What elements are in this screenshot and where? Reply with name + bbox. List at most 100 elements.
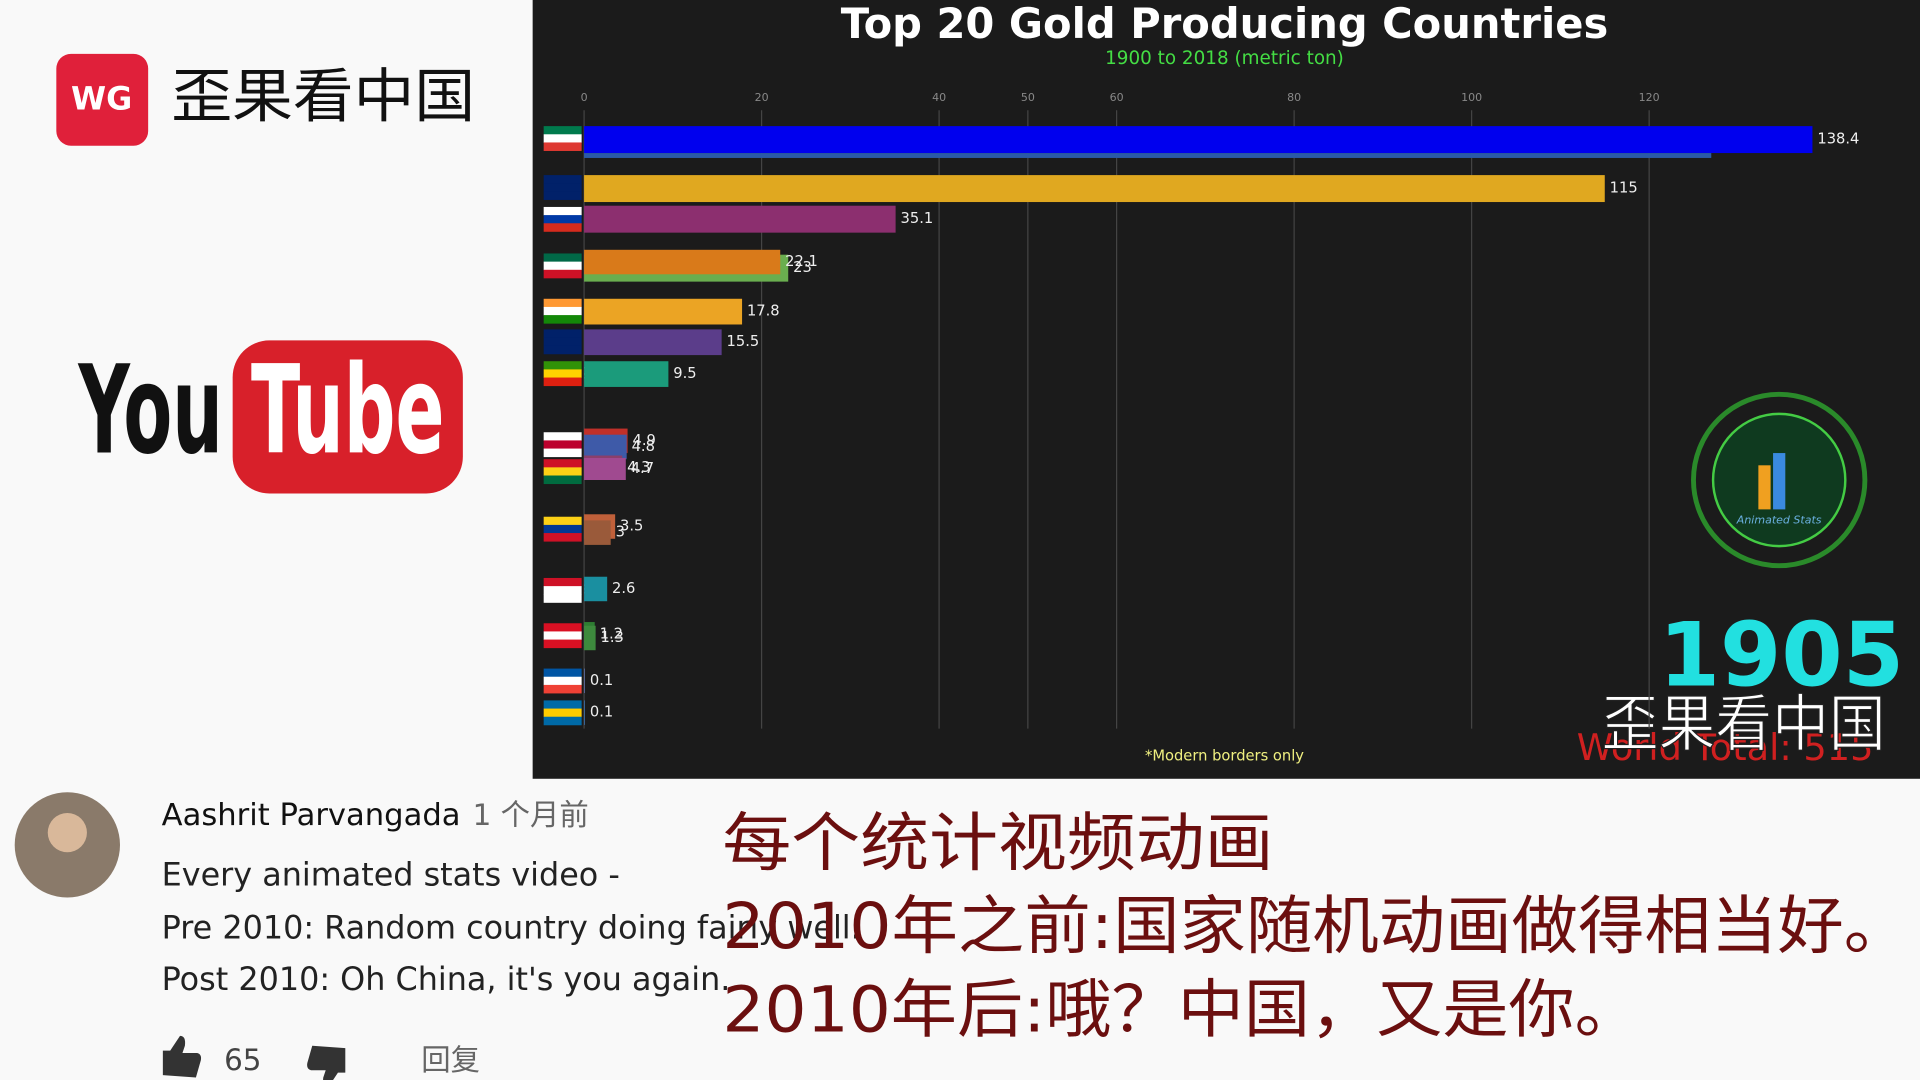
- bar: [584, 434, 627, 460]
- flag: [543, 475, 582, 485]
- logo-mark-text: WG: [71, 79, 132, 117]
- flag: [543, 684, 582, 694]
- comment-author[interactable]: Aashrit Parvangada: [162, 798, 461, 833]
- comment: Aashrit Parvangada 1 个月前 Every animated …: [14, 792, 861, 1080]
- subtitle-line: 每个统计视频动画: [722, 807, 1273, 881]
- bar: [584, 205, 896, 233]
- logo-mark: [56, 53, 149, 146]
- flag: [543, 639, 582, 649]
- bar: [584, 329, 722, 356]
- flag: [543, 668, 582, 678]
- value-label: 4.9: [632, 432, 655, 449]
- flag: [543, 577, 582, 587]
- flag: [543, 315, 582, 324]
- logo-caption: Animated Stats: [1736, 513, 1822, 526]
- flag: [543, 215, 582, 224]
- bar: [584, 668, 585, 694]
- flag: [543, 345, 582, 355]
- x-tick-label: 50: [1021, 91, 1035, 104]
- value-label: 1.2: [600, 625, 623, 642]
- flag: [543, 623, 582, 632]
- value-label: 2.6: [612, 580, 635, 597]
- x-tick-label: 120: [1639, 91, 1660, 104]
- flag: [543, 126, 582, 135]
- flag: [543, 448, 582, 458]
- flag: [543, 708, 582, 718]
- x-tick-label: 0: [581, 91, 588, 104]
- reply-button[interactable]: 回复: [421, 1043, 480, 1077]
- like-button[interactable]: [162, 1035, 202, 1078]
- flag: [543, 306, 582, 316]
- chart-subtitle: 1900 to 2018 (metric ton): [1105, 48, 1344, 69]
- flag: [543, 432, 582, 441]
- logo-text: 歪果看中国: [171, 62, 475, 131]
- value-label: 23: [793, 259, 812, 276]
- value-label: 4.7: [631, 460, 654, 477]
- flag: [543, 459, 582, 468]
- x-tick-label: 80: [1287, 91, 1301, 104]
- value-label: 1.3: [601, 629, 624, 646]
- value-label: 22.1: [785, 253, 818, 270]
- value-label: 4.8: [632, 438, 655, 455]
- flag: [543, 191, 582, 200]
- footnote: *Modern borders only: [1145, 748, 1304, 765]
- bar: [584, 576, 608, 602]
- youtube-you: You: [77, 338, 223, 481]
- youtube-box: [232, 340, 463, 494]
- bar: [584, 126, 1813, 154]
- world-total: World Total: 515: [1577, 726, 1874, 769]
- flag: [543, 329, 582, 338]
- dislike-button[interactable]: [307, 1045, 346, 1080]
- like-count: 65: [224, 1043, 261, 1077]
- flag: [543, 516, 582, 526]
- flag: [543, 337, 582, 347]
- value-label: 138.4: [1817, 131, 1859, 148]
- flag: [543, 524, 582, 534]
- flag: [543, 631, 582, 640]
- flag: [543, 223, 582, 232]
- bar: [584, 175, 1605, 203]
- bar: [584, 457, 626, 480]
- value-label: 15.5: [727, 333, 760, 350]
- x-tick-label: 60: [1110, 91, 1124, 104]
- value-label: 35.1: [901, 210, 934, 227]
- comment-line: Post 2010: Oh China, it's you again.: [162, 960, 731, 998]
- flag: [543, 206, 582, 216]
- bar: [584, 298, 743, 325]
- flag: [543, 261, 582, 271]
- bar: [584, 249, 781, 275]
- value-label: 115: [1610, 180, 1638, 197]
- avatar-face: [47, 813, 87, 853]
- logo-bar: [1758, 465, 1771, 510]
- watermark: 歪果看中国: [1602, 689, 1886, 760]
- value-label: 3: [616, 524, 625, 541]
- bar: [584, 153, 1712, 158]
- youtube-tube: Tube: [251, 338, 444, 481]
- flag: [543, 183, 582, 192]
- year-label: 1905: [1659, 604, 1904, 707]
- value-label: 17.8: [747, 303, 780, 320]
- logo-bar: [1773, 453, 1786, 510]
- flag: [543, 676, 582, 686]
- value-label: 0.1: [590, 704, 613, 721]
- flag: [543, 175, 582, 184]
- value-label: 4.3: [627, 459, 650, 476]
- flag: [543, 253, 582, 262]
- flag: [543, 269, 582, 279]
- flag: [543, 440, 582, 449]
- x-tick-label: 20: [755, 91, 769, 104]
- bar: [584, 700, 585, 725]
- flag: [543, 369, 582, 378]
- value-label: 0.1: [590, 672, 613, 689]
- bar: [584, 625, 596, 651]
- comment-time[interactable]: 1 个月前: [473, 798, 589, 832]
- bar: [584, 520, 611, 545]
- flag: [543, 361, 582, 370]
- logo-ring: [1691, 391, 1868, 569]
- flag: [543, 377, 582, 387]
- channel-logo: Animated Stats: [1691, 391, 1868, 569]
- flag: [543, 142, 582, 151]
- value-label: 3.5: [620, 518, 643, 535]
